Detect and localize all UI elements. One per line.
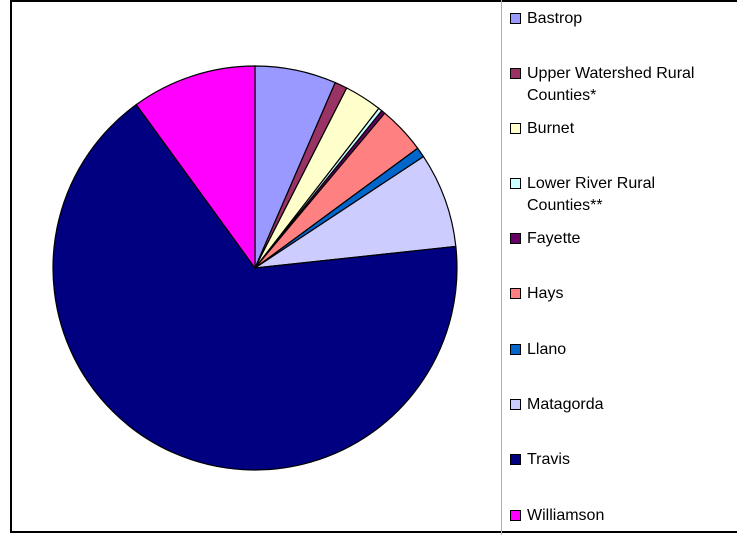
legend-swatch	[510, 399, 521, 410]
legend-swatch	[510, 344, 521, 355]
legend-item: Fayette	[510, 228, 732, 250]
legend-item: Lower River Rural Counties**	[510, 173, 732, 217]
legend-label: Hays	[527, 285, 564, 302]
legend-swatch	[510, 68, 521, 79]
legend-label: Upper Watershed Rural Counties*	[527, 65, 695, 104]
legend-swatch	[510, 123, 521, 134]
legend-item: Upper Watershed Rural Counties*	[510, 63, 732, 107]
pie-slice-williamson	[135, 65, 256, 270]
pie-slices	[52, 65, 458, 471]
legend-divider	[501, 0, 502, 535]
legend-item: Bastrop	[510, 8, 732, 30]
legend-item: Matagorda	[510, 394, 732, 416]
legend-swatch	[510, 454, 521, 465]
pie-chart	[52, 65, 458, 471]
legend-swatch	[510, 288, 521, 299]
legend-item: Llano	[510, 339, 732, 361]
legend-swatch	[510, 233, 521, 244]
pie-slice-travis	[52, 103, 458, 471]
pie-slice-matagorda	[254, 155, 457, 269]
legend-label: Fayette	[527, 230, 581, 247]
legend-label: Burnet	[527, 120, 575, 137]
legend-label: Bastrop	[527, 10, 583, 27]
legend-item: Hays	[510, 283, 732, 305]
legend-label: Matagorda	[527, 396, 604, 413]
legend-swatch	[510, 13, 521, 24]
legend-item: Burnet	[510, 118, 732, 140]
legend-label: Williamson	[527, 507, 605, 524]
legend-swatch	[510, 510, 521, 521]
legend-item: Williamson	[510, 505, 732, 527]
legend-swatch	[510, 178, 521, 189]
legend-label: Travis	[527, 451, 570, 468]
legend-label: Lower River Rural Counties**	[527, 175, 656, 214]
legend: Bastrop Upper Watershed Rural Counties* Bu…	[510, 0, 737, 535]
legend-label: Llano	[527, 341, 567, 358]
legend-item: Travis	[510, 449, 732, 471]
